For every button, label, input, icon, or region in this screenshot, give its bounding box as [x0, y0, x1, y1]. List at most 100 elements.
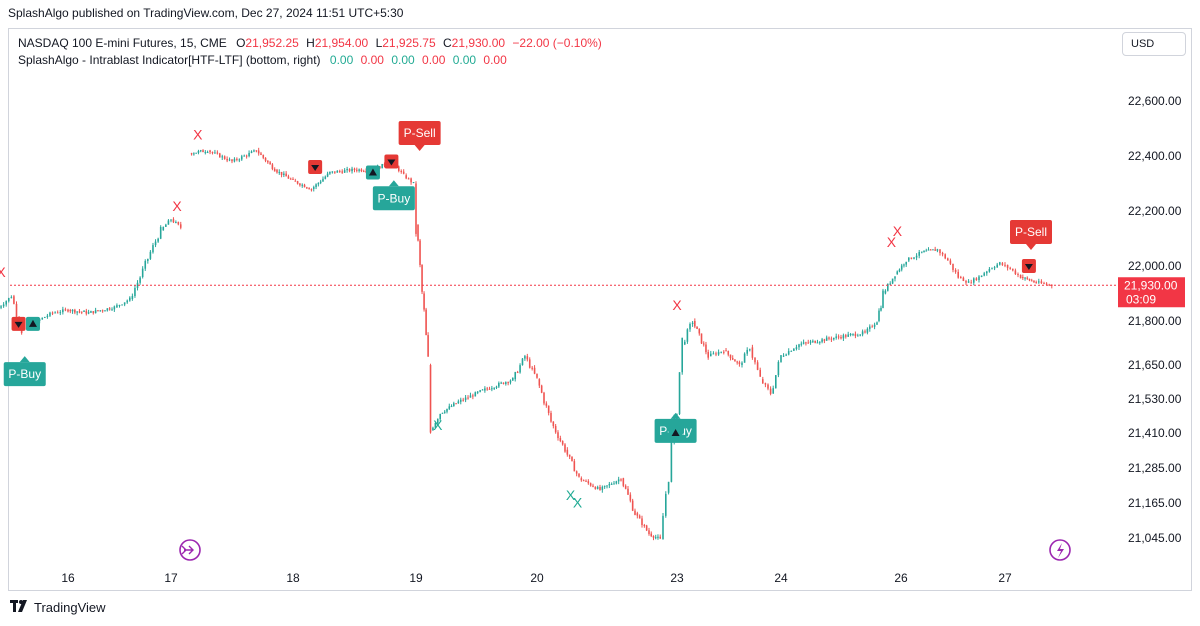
candle-body: [575, 471, 578, 474]
candle-body: [861, 331, 864, 335]
candle-body: [823, 339, 826, 341]
indicator-value: 0.00: [422, 53, 446, 67]
candle-body: [273, 168, 276, 172]
candle-body: [582, 480, 585, 482]
candle-body: [970, 282, 972, 284]
candle-body: [939, 249, 941, 254]
lightning-event-icon[interactable]: [1049, 539, 1071, 561]
candle-body: [439, 413, 441, 420]
candle-body: [76, 311, 78, 313]
signal-label-text: P-Buy: [8, 367, 41, 381]
candle-body: [457, 401, 460, 404]
candle-body: [825, 337, 828, 341]
candle-body: [1043, 283, 1045, 285]
candle-body: [884, 290, 887, 294]
candle-body: [654, 537, 657, 539]
candle-body: [785, 354, 787, 356]
candle-body: [267, 160, 269, 163]
candle-body: [248, 152, 250, 157]
candle-body: [199, 150, 202, 152]
candle-body: [554, 426, 557, 433]
x-signal-marker: X: [433, 417, 443, 433]
candle-body: [49, 312, 51, 316]
candle-body: [620, 479, 622, 481]
candle-body: [459, 399, 462, 402]
candle-body: [197, 151, 200, 153]
candle-body: [228, 159, 231, 161]
candle-body: [627, 488, 629, 495]
candle-body: [986, 271, 988, 274]
candle-body: [139, 277, 141, 283]
candle-body: [1048, 284, 1050, 286]
candle-body: [285, 173, 287, 177]
candle-body: [613, 483, 615, 485]
candle-body: [898, 269, 901, 272]
y-tick-label: 21,530.00: [1128, 392, 1182, 406]
candle-body: [141, 268, 144, 277]
tradingview-logo-icon: [10, 600, 30, 615]
y-tick-label: 22,400.00: [1128, 149, 1182, 163]
indicator-value: 0.00: [391, 53, 415, 67]
candle-body: [847, 334, 849, 337]
candle-body: [0, 306, 2, 308]
candle-body: [269, 162, 271, 165]
candle-body: [436, 419, 439, 423]
candle-body: [1004, 264, 1006, 266]
candle-body: [1038, 281, 1040, 283]
candle-body: [830, 338, 833, 340]
y-tick-label: 22,000.00: [1128, 259, 1182, 273]
candle-body: [516, 372, 519, 374]
candle-body: [324, 176, 327, 179]
candle-body: [782, 355, 785, 357]
candle-body: [253, 150, 255, 152]
candle-body: [631, 500, 634, 511]
candle-body: [993, 267, 996, 269]
candle-body: [101, 310, 104, 312]
candle-body: [983, 273, 985, 276]
candle-body: [638, 515, 641, 519]
candle-body: [759, 369, 761, 377]
candle-body: [962, 277, 965, 282]
indicator-value: 0.00: [360, 53, 384, 67]
legend-low-label: L: [375, 36, 383, 50]
candle-body: [723, 351, 725, 353]
candle-body: [1019, 274, 1022, 279]
candle-body: [348, 169, 351, 172]
candle-body: [1014, 270, 1017, 275]
candle-body: [287, 176, 290, 179]
footer-brand[interactable]: TradingView: [34, 600, 106, 615]
candle-body: [257, 150, 260, 154]
candle-body: [833, 337, 835, 340]
candle-body: [136, 282, 139, 289]
legend-symbol[interactable]: NASDAQ 100 E-mini Futures, 15, CME: [18, 36, 227, 50]
candle-body: [905, 261, 907, 265]
candle-body: [578, 473, 580, 477]
candle-body: [921, 251, 923, 253]
candle-body: [729, 354, 732, 359]
candle-body: [149, 251, 152, 259]
candle-body: [233, 158, 236, 162]
candle-body: [129, 297, 131, 301]
replay-event-icon[interactable]: [179, 539, 201, 561]
candle-body: [564, 444, 566, 452]
candle-body: [175, 222, 177, 224]
buy-arrow-icon: [365, 165, 380, 180]
x-signal-marker: X: [672, 297, 682, 313]
candle-body: [734, 359, 736, 362]
candle-body: [696, 326, 698, 329]
candle-body: [707, 352, 709, 358]
candle-body: [665, 493, 667, 516]
currency-button[interactable]: USD: [1122, 32, 1186, 56]
candle-body: [417, 224, 419, 241]
legend-indicator-name[interactable]: SplashAlgo - Intrablast Indicator[HTF-LT…: [18, 53, 321, 67]
x-signal-marker: X: [887, 234, 897, 250]
candle-body: [231, 159, 233, 162]
candle-body: [491, 388, 493, 390]
candle-body: [702, 343, 705, 345]
candle-body: [891, 278, 894, 284]
candle-body: [271, 164, 274, 169]
candle-body: [876, 322, 878, 325]
sell-arrow-icon: [384, 154, 399, 169]
